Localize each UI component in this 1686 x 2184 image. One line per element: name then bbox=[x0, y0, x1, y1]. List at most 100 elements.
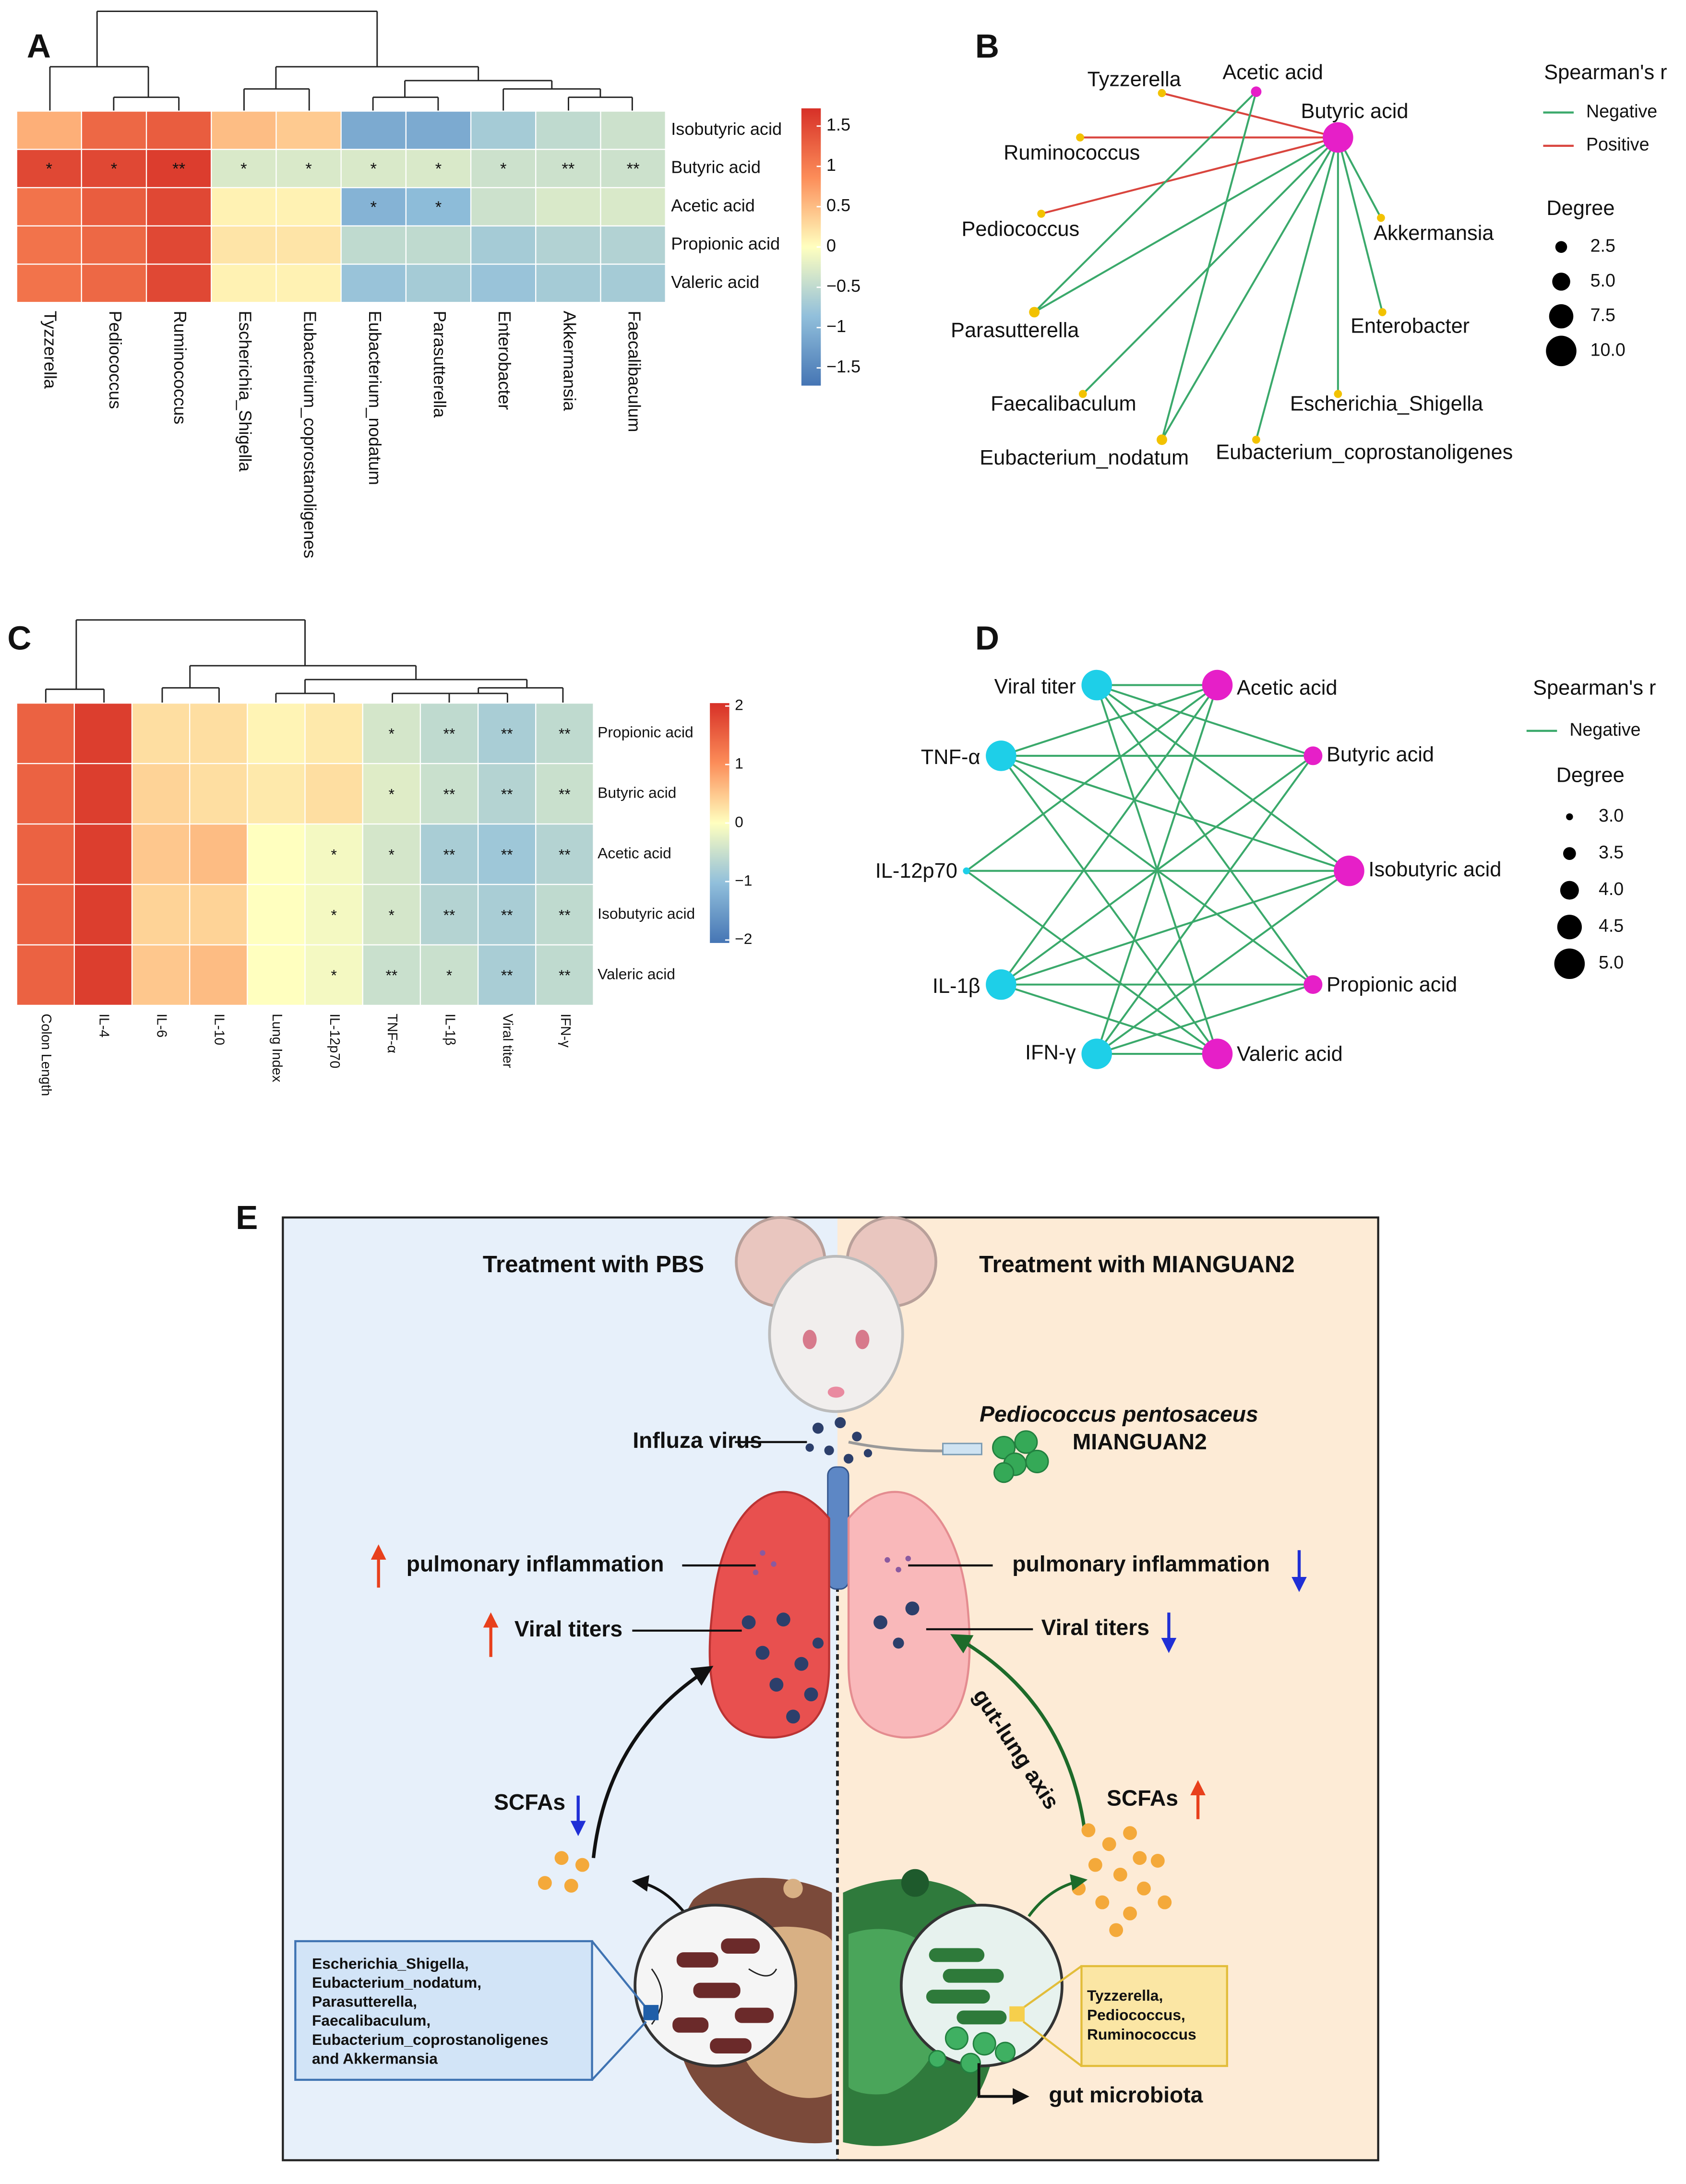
significance-mark: ** bbox=[559, 906, 571, 923]
column-label: Colon Length bbox=[38, 1014, 54, 1096]
row-label: Valeric acid bbox=[598, 965, 675, 982]
node-label: Akkermansia bbox=[1374, 222, 1494, 245]
colorbar-tick-label: 1.5 bbox=[826, 115, 850, 134]
heatmap-cell bbox=[189, 823, 248, 885]
node-label: TNF-α bbox=[921, 746, 981, 769]
node-label: Butyric acid bbox=[1301, 100, 1409, 123]
heatmap-cell bbox=[304, 883, 363, 946]
heatmap-cell bbox=[247, 944, 306, 1006]
column-label: Escherichia_Shigella bbox=[235, 311, 255, 472]
colorbar-tick-label: 1 bbox=[735, 755, 743, 772]
node-label: Acetic acid bbox=[1222, 61, 1323, 84]
heatmap-cell bbox=[405, 187, 472, 227]
network-edge bbox=[1001, 983, 1218, 1055]
network-edge bbox=[1001, 684, 1218, 757]
network-node bbox=[1377, 214, 1385, 222]
network-edge bbox=[1096, 684, 1219, 1054]
significance-mark: ** bbox=[501, 967, 513, 984]
significance-mark: ** bbox=[172, 160, 185, 178]
node-label: Eubacterium_nodatum bbox=[980, 446, 1189, 469]
heatmap-cell bbox=[362, 823, 421, 885]
panel-label: B bbox=[975, 27, 999, 65]
heatmap-cell bbox=[131, 944, 191, 1006]
network-node bbox=[963, 867, 970, 874]
row-label: Butyric acid bbox=[671, 157, 761, 177]
significance-mark: ** bbox=[559, 846, 571, 863]
significance-mark: * bbox=[389, 906, 395, 923]
panel-label: C bbox=[7, 619, 31, 656]
network-node bbox=[1303, 746, 1323, 765]
size-legend-title: Degree bbox=[1556, 764, 1625, 787]
heatmap-cell bbox=[247, 883, 306, 946]
panel-title: Treatment with MIANGUAN2 bbox=[979, 1252, 1295, 1277]
column-label: Viral titer bbox=[500, 1014, 515, 1068]
significance-mark: * bbox=[331, 846, 336, 863]
significance-mark: * bbox=[389, 725, 395, 742]
node-label: Tyzzerella bbox=[1088, 68, 1182, 91]
heatmap-cell bbox=[535, 225, 601, 265]
heatmap-cell bbox=[145, 187, 212, 227]
heatmap-cell bbox=[535, 110, 601, 150]
label: Viral titers bbox=[1041, 1615, 1149, 1640]
heatmap-cell bbox=[275, 263, 342, 303]
network-node bbox=[1251, 86, 1262, 97]
heatmap-cell bbox=[16, 823, 75, 885]
network-node bbox=[1202, 669, 1233, 701]
network-node bbox=[1156, 434, 1167, 445]
heatmap-cell bbox=[131, 823, 191, 885]
heatmap-cell bbox=[275, 225, 342, 265]
heatmap-cell bbox=[73, 944, 133, 1006]
taxa-text: Tyzzerella, bbox=[1087, 1987, 1163, 2004]
network-edge bbox=[1337, 137, 1384, 312]
network-edge bbox=[1001, 870, 1350, 986]
size-legend-label: 5.0 bbox=[1599, 952, 1624, 972]
network-edge bbox=[1096, 870, 1350, 1055]
heatmap-cell bbox=[535, 187, 601, 227]
panel-label: E bbox=[236, 1199, 258, 1236]
heatmap-cell bbox=[362, 702, 421, 764]
heatmap-cell bbox=[211, 110, 277, 150]
node-label: Propionic acid bbox=[1327, 973, 1457, 996]
significance-mark: ** bbox=[385, 967, 397, 984]
heatmap-cell bbox=[145, 225, 212, 265]
significance-mark: ** bbox=[559, 785, 571, 802]
legend-entry: Negative bbox=[1586, 101, 1657, 121]
heatmap-cell bbox=[16, 944, 75, 1006]
heatmap-cell bbox=[81, 187, 147, 227]
network-edge bbox=[1033, 91, 1257, 313]
network-edge bbox=[966, 684, 1218, 872]
heatmap-cell bbox=[131, 763, 191, 825]
heatmap-cell bbox=[340, 187, 407, 227]
network-node bbox=[986, 740, 1016, 771]
dendrogram-a bbox=[49, 11, 633, 111]
network-node bbox=[1081, 669, 1112, 701]
significance-mark: ** bbox=[501, 785, 513, 802]
label: Pediococcus pentosaceus bbox=[980, 1401, 1258, 1426]
size-legend-label: 5.0 bbox=[1590, 270, 1615, 290]
panel-e-illustration bbox=[282, 1216, 1379, 2161]
legend-entry: Negative bbox=[1569, 719, 1640, 740]
column-label: Lung Index bbox=[269, 1014, 285, 1082]
network-edge bbox=[1041, 136, 1339, 215]
row-label: Acetic acid bbox=[671, 195, 755, 215]
significance-mark: * bbox=[371, 160, 377, 178]
node-label: IFN-γ bbox=[1025, 1041, 1076, 1064]
size-legend-title: Degree bbox=[1546, 197, 1614, 220]
heatmap-cell bbox=[16, 883, 75, 946]
heatmap-cell bbox=[16, 263, 83, 303]
taxa-text: Pediococcus, bbox=[1087, 2006, 1185, 2023]
significance-mark: ** bbox=[627, 160, 640, 178]
row-label: Isobutyric acid bbox=[598, 905, 695, 922]
heatmap-cell bbox=[470, 149, 537, 189]
heatmap-cell bbox=[189, 702, 248, 764]
network-node bbox=[1158, 89, 1166, 97]
heatmap-cell bbox=[16, 110, 83, 150]
heatmap-cell bbox=[600, 225, 666, 265]
network-node bbox=[1378, 308, 1387, 316]
column-label: IL-12p70 bbox=[327, 1014, 342, 1068]
significance-mark: * bbox=[500, 160, 507, 178]
column-label: IL-10 bbox=[212, 1014, 227, 1045]
significance-mark: * bbox=[240, 160, 247, 178]
panel-label: D bbox=[975, 619, 999, 656]
